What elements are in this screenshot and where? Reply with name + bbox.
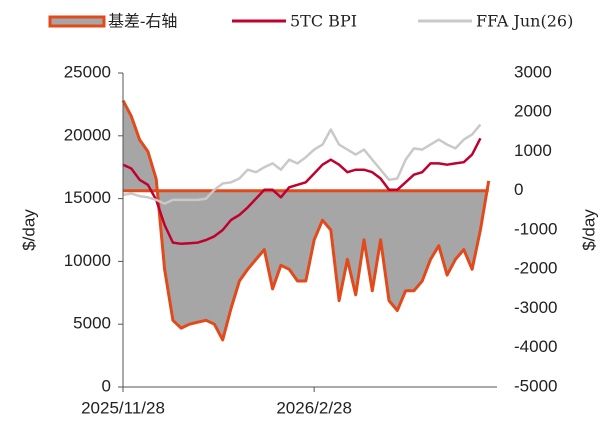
y-tick-label: 5000 <box>73 314 111 333</box>
legend-label: FFA Jun(26) <box>476 12 573 31</box>
area-edge <box>121 99 491 342</box>
y-axis-title: $/day <box>19 209 38 251</box>
y-tick-label: 15000 <box>64 188 111 207</box>
y2-tick-label: 0 <box>514 180 523 199</box>
y2-axis-title: $/day <box>579 209 598 251</box>
y-tick-label: 0 <box>102 376 111 395</box>
y2-tick-label: 2000 <box>514 102 552 121</box>
line <box>122 137 482 246</box>
legend-label: 基差-右轴 <box>108 12 177 31</box>
line <box>122 123 482 205</box>
x-tick-label: 2026/2/28 <box>276 398 352 417</box>
y2-tick-label: -4000 <box>514 337 557 356</box>
y2-tick-label: 3000 <box>514 62 552 81</box>
y2-tick-label: -2000 <box>514 259 557 278</box>
y2-tick-label: -1000 <box>514 219 557 238</box>
area-fill <box>123 100 489 340</box>
y2-tick-label: 1000 <box>514 141 552 160</box>
y-tick-label: 20000 <box>64 125 111 144</box>
y-tick-label: 10000 <box>64 251 111 270</box>
y-tick-label: 25000 <box>64 62 111 81</box>
legend-swatch <box>48 15 106 28</box>
y2-tick-label: -5000 <box>514 376 557 395</box>
x-tick-label: 2025/11/28 <box>81 398 165 417</box>
legend-label: 5TC BPI <box>290 12 357 31</box>
y2-tick-label: -3000 <box>514 298 557 317</box>
